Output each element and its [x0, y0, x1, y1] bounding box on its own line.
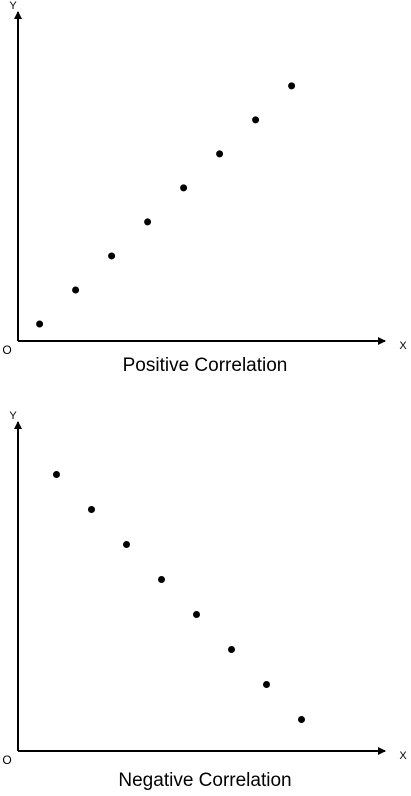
point [72, 286, 80, 294]
origin-label: O [2, 753, 11, 767]
point [252, 116, 260, 124]
point [216, 150, 224, 158]
x-axis-label: X [399, 340, 407, 352]
chart-title: Positive Correlation [123, 355, 288, 376]
point [193, 611, 200, 618]
point [180, 184, 188, 192]
chart-title: Negative Correlation [118, 770, 291, 791]
y-axis-label: Y [9, 0, 17, 12]
point [144, 218, 152, 226]
y-axis-label: Y [9, 410, 17, 422]
point [288, 82, 296, 90]
point [158, 576, 165, 583]
point [123, 541, 130, 548]
point [228, 646, 235, 653]
point [53, 471, 60, 478]
point [108, 252, 116, 260]
point [36, 320, 44, 328]
point [263, 681, 270, 688]
point [88, 506, 95, 513]
origin-label: O [2, 343, 11, 357]
point [298, 716, 305, 723]
x-axis-label: X [399, 750, 407, 762]
